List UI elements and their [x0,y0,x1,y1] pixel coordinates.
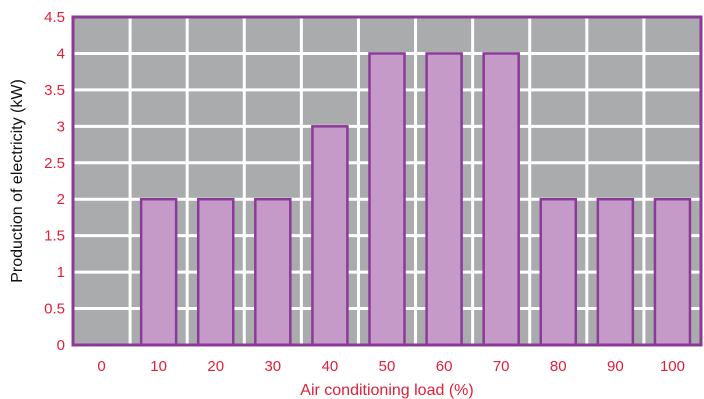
y-tick-label: 3 [57,118,65,135]
x-tick-labels: 0 10 20 30 40 50 60 70 80 90 100 [97,358,685,375]
bar-40 [311,125,349,347]
x-tick-label: 10 [150,358,167,375]
x-tick-label: 90 [607,358,624,375]
bar-30 [254,197,292,347]
y-tick-label: 3.5 [44,82,65,99]
x-tick-label: 80 [550,358,567,375]
bar-50 [368,52,406,347]
bar-10 [139,197,178,347]
y-tick-label: 2.5 [44,155,65,172]
y-tick-label: 4.5 [44,9,65,26]
bars [139,52,692,347]
y-tick-label: 0.5 [44,301,65,318]
x-axis-title: Air conditioning load (%) [300,382,473,399]
y-tick-label: 2 [57,191,65,208]
bar-60 [425,52,463,347]
x-tick-label: 100 [660,358,685,375]
bar-100 [653,197,692,347]
y-tick-label: 1.5 [44,228,65,245]
y-tick-label: 0 [57,337,65,354]
x-tick-label: 70 [493,358,510,375]
x-tick-label: 20 [207,358,224,375]
x-tick-label: 60 [436,358,453,375]
y-tick-label: 1 [57,264,65,281]
x-tick-label: 30 [264,358,281,375]
bar-70 [482,52,520,347]
x-tick-label: 50 [379,358,396,375]
x-tick-label: 0 [97,358,105,375]
y-axis-title: Production of electricity (kW) [9,79,26,283]
x-tick-label: 40 [322,358,339,375]
bar-80 [539,197,578,347]
plot-frame [71,15,703,347]
bar-20 [196,197,235,347]
y-tick-label: 4 [57,45,65,62]
y-tick-labels: 0 0.5 1 1.5 2 2.5 3 3.5 4 4.5 [44,9,65,354]
bar-90 [596,197,635,347]
